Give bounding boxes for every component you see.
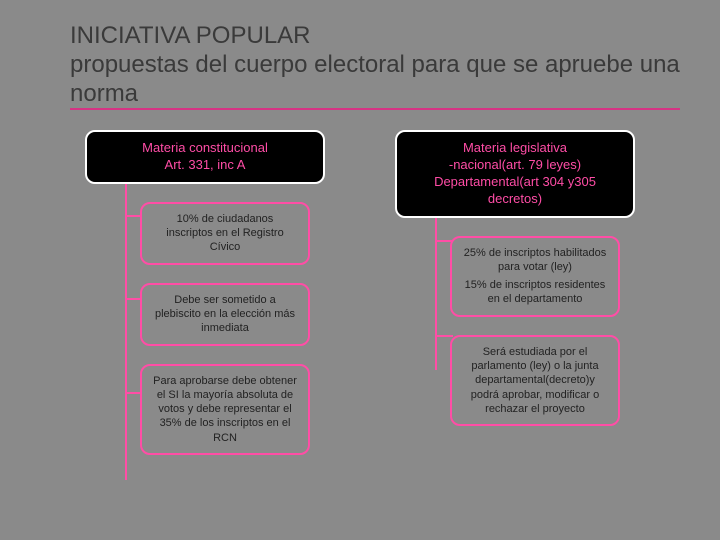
left-child-2-text: Debe ser sometido a plebiscito en la ele… [155,294,295,335]
header-constitucional-l2: Art. 331, inc A [99,157,311,174]
header-legislativa-l2: -nacional(art. 79 leyes) [409,157,621,174]
header-legislativa-l3: Departamental(art 304 y305 decretos) [409,174,621,208]
left-child-1: 10% de ciudadanos inscriptos en el Regis… [140,202,310,265]
left-child-2: Debe ser sometido a plebiscito en la ele… [140,283,310,346]
title-line-2: propuestas del cuerpo electoral para que… [70,51,680,107]
right-child-1: 25% de inscriptos habilitados para votar… [450,236,620,317]
title-line-1: INICIATIVA POPULAR [70,22,311,49]
column-legislativa: Materia legislativa -nacional(art. 79 le… [395,130,635,455]
column-constitucional: Materia constitucional Art. 331, inc A 1… [85,130,325,455]
connector-horizontal [435,335,453,337]
header-legislativa-l1: Materia legislativa [409,140,621,157]
left-child-3-text: Para aprobarse debe obtener el SI la may… [153,375,297,444]
header-constitucional: Materia constitucional Art. 331, inc A [85,130,325,184]
header-constitucional-l1: Materia constitucional [99,140,311,157]
right-child-1-l1: 25% de inscriptos habilitados para votar… [462,246,608,275]
left-child-3: Para aprobarse debe obtener el SI la may… [140,364,310,455]
right-child-2-text: Será estudiada por el parlamento (ley) o… [471,346,599,415]
right-child-2: Será estudiada por el parlamento (ley) o… [450,335,620,426]
left-child-1-text: 10% de ciudadanos inscriptos en el Regis… [166,213,283,254]
right-child-1-l2: 15% de inscriptos residentes en el depar… [462,278,608,307]
page-title: INICIATIVA POPULAR propuestas del cuerpo… [70,22,680,110]
diagram-columns: Materia constitucional Art. 331, inc A 1… [0,130,720,455]
header-legislativa: Materia legislativa -nacional(art. 79 le… [395,130,635,218]
